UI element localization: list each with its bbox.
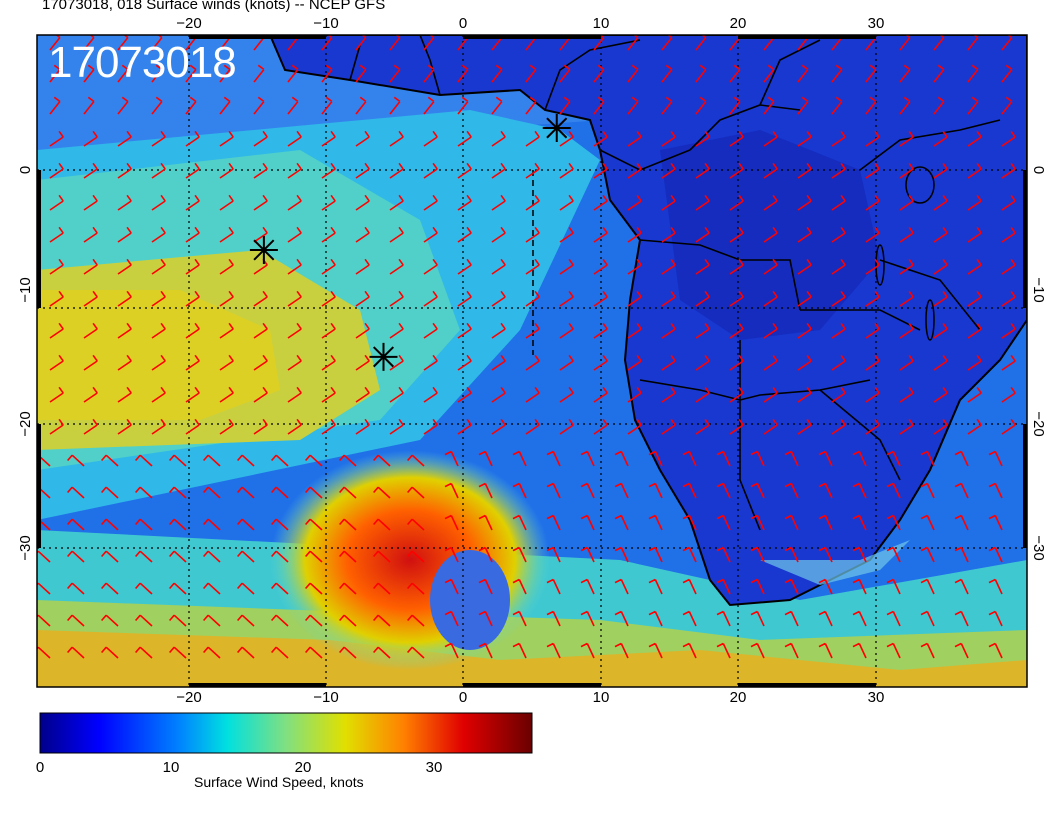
colorbar-tick-1: 0 (36, 759, 44, 776)
frame-ticks (37, 35, 1027, 687)
lon-tick-bottom-5: 20 (730, 689, 747, 706)
marker-1 (542, 113, 571, 142)
map-field (37, 35, 1027, 687)
colorbar-tick-3: 20 (295, 759, 312, 776)
barb-field (37, 35, 1016, 659)
lon-tick-top-3: 0 (459, 15, 467, 32)
date-stamp: 17073018 (48, 38, 237, 87)
colorbar-label: Surface Wind Speed, knots (194, 774, 364, 790)
marker-3 (369, 342, 398, 371)
markers (249, 113, 571, 371)
lat-tick-right-4: −30 (1030, 535, 1047, 560)
colorbar-tick-4: 30 (426, 759, 443, 776)
marker-2 (249, 236, 278, 265)
colorbar (39, 712, 533, 754)
lon-tick-top-1: −20 (176, 15, 201, 32)
wind-barbs (37, 35, 1016, 659)
lat-tick-left-4: −30 (17, 535, 34, 560)
lat-tick-right-1: 0 (1030, 166, 1047, 174)
lon-tick-top-6: 30 (868, 15, 885, 32)
colorbar-tick-2: 10 (163, 759, 180, 776)
lat-tick-left-1: 0 (17, 166, 34, 174)
lon-tick-bottom-3: 0 (459, 689, 467, 706)
lat-tick-left-2: −10 (17, 277, 34, 302)
lon-tick-bottom-1: −20 (176, 689, 201, 706)
plot-title: 17073018, 018 Surface winds (knots) -- N… (42, 0, 386, 13)
lat-tick-left-3: −20 (17, 411, 34, 436)
lon-tick-bottom-6: 30 (868, 689, 885, 706)
lat-tick-right-3: −20 (1030, 411, 1047, 436)
lon-tick-bottom-4: 10 (593, 689, 610, 706)
lon-tick-top-5: 20 (730, 15, 747, 32)
lon-tick-bottom-2: −10 (313, 689, 338, 706)
lat-tick-right-2: −10 (1030, 277, 1047, 302)
lon-tick-top-4: 10 (593, 15, 610, 32)
lon-tick-top-2: −10 (313, 15, 338, 32)
